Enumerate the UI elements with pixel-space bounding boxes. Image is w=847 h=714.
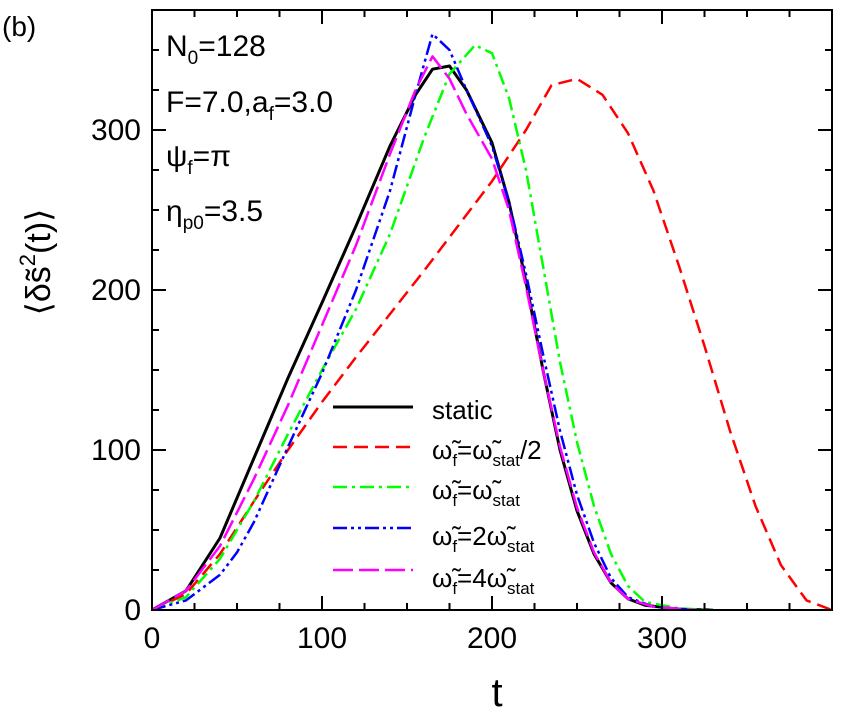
svg-text:⟨δs̃2(t)⟩: ⟨δs̃2(t)⟩ (15, 209, 58, 316)
x-tick-label: 100 (297, 622, 347, 655)
legend-label-quadruple: ω̃f=4ω̃stat (432, 563, 535, 598)
axis-tick-labels: 0 100 200 300 0 100 200 300 (91, 114, 687, 655)
y-tick-label: 200 (91, 274, 141, 307)
x-tick-label: 0 (144, 622, 161, 655)
annotation-force: F=7.0,af=3.0 (166, 86, 333, 125)
x-tick-label: 300 (637, 622, 687, 655)
x-axis-title: t (491, 671, 502, 714)
legend-label-half: ω̃f=ω̃stat/2 (432, 435, 542, 470)
annotation-n0: N0=128 (166, 30, 266, 69)
annotation-eta: ηp0=3.5 (166, 195, 263, 234)
annotation-psi: ψf=π (166, 140, 231, 179)
series-line-4 (152, 55, 697, 610)
y-tick-label: 300 (91, 114, 141, 147)
x-tick-label: 200 (467, 622, 517, 655)
series-line-2 (152, 43, 714, 610)
series-line-0 (152, 64, 714, 610)
series-line-3 (152, 32, 697, 610)
y-tick-label: 0 (124, 594, 141, 627)
annotation-block: N0=128 F=7.0,af=3.0 ψf=π ηp0=3.5 (166, 30, 333, 234)
legend-label-double: ω̃f=2ω̃stat (432, 521, 535, 556)
series-layer (152, 32, 832, 610)
y-tick-label: 100 (91, 434, 141, 467)
panel-label: (b) (2, 11, 36, 42)
axis-ticks (151, 9, 833, 611)
y-axis-title: ⟨δs̃2(t)⟩ (15, 209, 58, 316)
series-line-1 (152, 77, 832, 610)
legend-label-stat: ω̃f=ω̃stat (432, 475, 520, 510)
legend-label-static: static (432, 395, 493, 425)
legend: static ω̃f=ω̃stat/2 ω̃f=ω̃stat ω̃f=2ω̃st… (333, 395, 542, 598)
